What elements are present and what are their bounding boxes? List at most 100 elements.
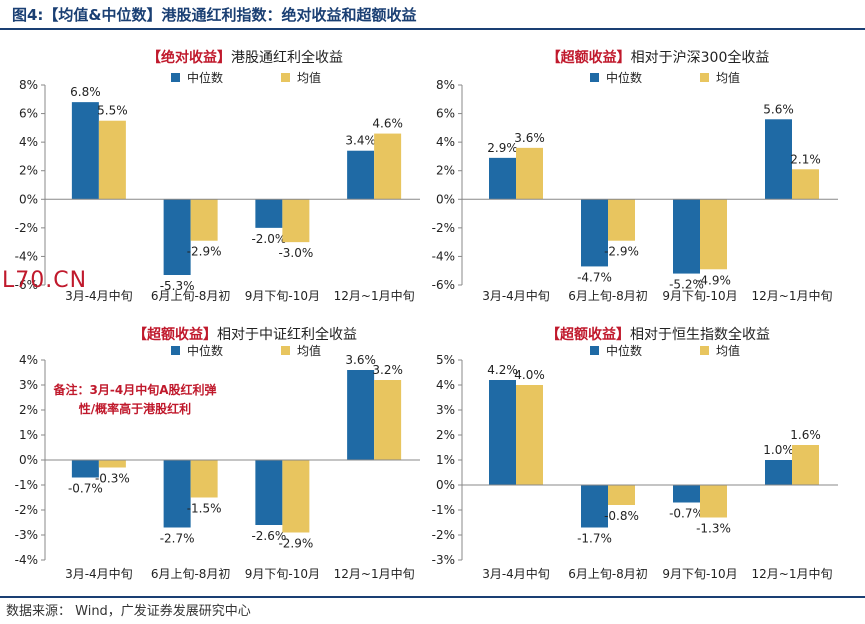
chart-annotation-2-1: 性/概率高于港股红利 — [78, 401, 191, 416]
data-label-0-1-3: 4.6% — [372, 117, 403, 131]
y-tick-label-1: -2% — [432, 221, 455, 235]
category-label-1-1: 6月上旬-8月初 — [568, 289, 648, 303]
bar-0-1-1 — [190, 199, 218, 241]
chart-title-tag: 【超额收益】 — [547, 49, 631, 66]
legend-swatch-0-0 — [171, 73, 180, 82]
chart-title-tag: 【绝对收益】 — [147, 49, 231, 66]
category-label-0-1: 6月上旬-8月初 — [151, 289, 231, 303]
data-label-1-1-3: 2.1% — [790, 152, 821, 166]
data-label-0-0-3: 3.4% — [345, 134, 376, 148]
bar-3-0-0 — [489, 380, 516, 485]
category-label-3-0: 3月-4月中旬 — [482, 566, 550, 581]
watermark: L70.CN — [2, 268, 88, 293]
y-tick-label-2: -3% — [15, 528, 38, 542]
y-tick-label-2: 1% — [19, 428, 38, 442]
y-tick-label-1: 0% — [436, 192, 455, 206]
y-tick-label-3: -2% — [432, 528, 455, 542]
bar-2-1-0 — [98, 460, 126, 468]
data-label-3-0-0: 4.2% — [487, 363, 518, 377]
data-label-2-0-0: -0.7% — [68, 482, 103, 496]
figure-title: 图4:【均值&中位数】港股通红利指数：绝对收益和超额收益 — [12, 6, 417, 24]
data-label-1-0-3: 5.6% — [763, 102, 794, 116]
data-label-0-0-1: -5.3% — [160, 279, 195, 293]
bar-2-0-3 — [347, 370, 375, 460]
data-label-2-1-1: -1.5% — [187, 502, 222, 516]
bar-3-1-0 — [516, 385, 543, 485]
y-tick-label-3: 2% — [436, 428, 455, 442]
data-label-3-1-0: 4.0% — [514, 368, 545, 382]
bar-3-1-3 — [792, 445, 819, 485]
bar-0-1-2 — [282, 199, 310, 243]
chart-title-0: 【绝对收益】港股通红利全收益 — [147, 49, 343, 66]
legend-label-3-1: 均值 — [716, 343, 740, 358]
y-tick-label-2: 3% — [19, 378, 38, 392]
y-tick-label-0: 2% — [19, 164, 38, 178]
bar-0-0-3 — [347, 150, 375, 200]
y-tick-label-3: 3% — [436, 403, 455, 417]
bar-0-0-2 — [255, 199, 283, 228]
data-label-0-0-2: -2.0% — [251, 232, 286, 246]
data-label-1-0-1: -4.7% — [577, 270, 612, 284]
bar-0-1-3 — [374, 133, 402, 200]
data-label-0-0-0: 6.8% — [70, 85, 101, 99]
bar-1-0-2 — [673, 199, 700, 274]
category-label-1-3: 12月~1月中旬 — [752, 288, 833, 303]
chart-annotation-2-0: 备注：3月-4月中旬A股红利弹 — [53, 382, 217, 397]
bar-1-1-0 — [516, 147, 543, 200]
chart-title-1: 【超额收益】相对于沪深300全收益 — [547, 49, 770, 66]
category-label-0-2: 9月下旬-10月 — [245, 289, 320, 303]
chart-title-tag: 【超额收益】 — [133, 326, 217, 343]
chart-title-text: 港股通红利全收益 — [231, 49, 343, 66]
data-label-2-1-3: 3.2% — [372, 363, 403, 377]
category-label-1-2: 9月下旬-10月 — [662, 289, 737, 303]
y-tick-label-0: -4% — [15, 249, 38, 263]
y-tick-label-2: 0% — [19, 453, 38, 467]
data-label-2-0-1: -2.7% — [160, 532, 195, 546]
bar-2-0-0 — [71, 460, 99, 478]
category-label-2-2: 9月下旬-10月 — [245, 567, 320, 581]
bar-2-1-3 — [374, 380, 402, 460]
data-label-1-0-0: 2.9% — [487, 141, 518, 155]
bar-0-1-0 — [98, 120, 126, 200]
category-label-2-3: 12月~1月中旬 — [334, 566, 415, 581]
data-label-1-1-1: -2.9% — [604, 245, 639, 259]
y-tick-label-3: 1% — [436, 453, 455, 467]
legend-label-2-1: 均值 — [297, 343, 321, 358]
data-label-0-1-2: -3.0% — [278, 246, 313, 260]
bar-3-0-3 — [765, 460, 792, 485]
data-label-0-1-0: 5.5% — [97, 104, 128, 118]
y-tick-label-0: 8% — [19, 78, 38, 92]
data-label-2-1-0: -0.3% — [95, 472, 130, 486]
data-label-2-0-2: -2.6% — [251, 529, 286, 543]
category-label-2-1: 6月上旬-8月初 — [151, 567, 231, 581]
data-label-1-0-2: -5.2% — [669, 278, 704, 292]
legend-swatch-1-0 — [590, 73, 599, 82]
legend-swatch-3-1 — [700, 346, 709, 355]
y-tick-label-1: 4% — [436, 135, 455, 149]
data-label-3-1-2: -1.3% — [696, 522, 731, 536]
y-tick-label-0: 6% — [19, 107, 38, 121]
legend-label-0-1: 均值 — [297, 70, 321, 85]
data-label-1-1-2: -4.9% — [696, 273, 731, 287]
y-tick-label-3: 5% — [436, 353, 455, 367]
chart-title-text: 相对于沪深300全收益 — [631, 49, 770, 66]
legend-label-1-0: 中位数 — [606, 70, 642, 85]
y-tick-label-2: 4% — [19, 353, 38, 367]
bar-0-0-1 — [163, 199, 191, 275]
category-label-2-0: 3月-4月中旬 — [65, 566, 133, 581]
data-label-3-0-3: 1.0% — [763, 443, 794, 457]
y-tick-label-0: 0% — [19, 192, 38, 206]
data-label-3-0-2: -0.7% — [669, 507, 704, 521]
y-tick-label-0: 4% — [19, 135, 38, 149]
data-label-2-1-2: -2.9% — [278, 537, 313, 551]
legend-label-0-0: 中位数 — [187, 70, 223, 85]
y-tick-label-2: -4% — [15, 553, 38, 567]
chart-title-text: 相对于恒生指数全收益 — [630, 326, 770, 343]
legend-swatch-2-1 — [281, 346, 290, 355]
data-label-0-1-1: -2.9% — [187, 245, 222, 259]
bar-1-1-1 — [608, 199, 635, 241]
legend-label-3-0: 中位数 — [606, 343, 642, 358]
category-label-3-1: 6月上旬-8月初 — [568, 567, 648, 581]
bar-3-0-2 — [673, 485, 700, 503]
